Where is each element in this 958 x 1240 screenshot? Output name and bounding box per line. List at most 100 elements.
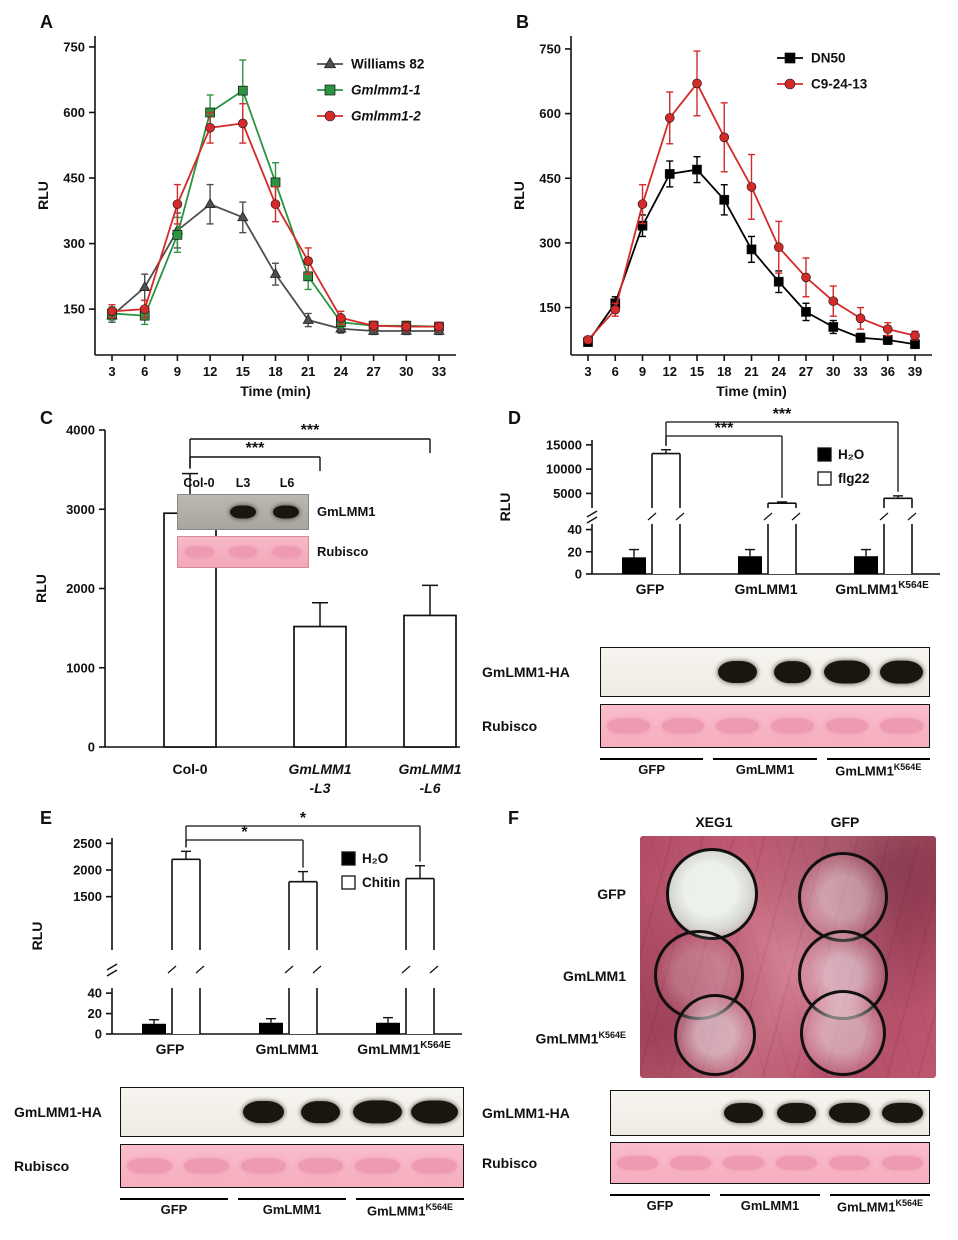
protein-band [661,718,705,734]
svg-text:3: 3 [108,364,115,379]
svg-text:36: 36 [881,364,895,379]
svg-text:20: 20 [568,544,582,559]
photo-row-label: GmLMM1 [563,968,626,984]
photo-row-label: GFP [597,886,626,902]
protein-band [412,1158,457,1174]
svg-text:Chitin: Chitin [362,875,400,890]
svg-text:21: 21 [301,364,315,379]
svg-text:GFP: GFP [156,1041,185,1057]
blot-label-gmlmm1-ha: GmLMM1-HA [482,664,570,680]
protein-band [127,1158,172,1174]
svg-text:2000: 2000 [73,863,102,878]
svg-text:300: 300 [63,236,85,251]
panel-d-broken-bar-chart: 0 20 40 5000 10000 15000 RLU GFP GmLMM1 GmLMM1K56… [497,406,940,597]
svg-text:450: 450 [539,171,561,186]
lane-labels: GFP GmLMM1 GmLMM1K564E [120,1198,464,1218]
svg-text:***: *** [301,422,320,439]
svg-text:H₂O: H₂O [838,447,864,462]
protein-band [828,1156,871,1170]
svg-text:5000: 5000 [553,486,582,501]
significance: *** *** [189,422,431,471]
axes: 0 20 40 1500 2000 2500 RLU [29,836,462,1042]
svg-text:3: 3 [584,364,591,379]
panel-f: F XEG1 GFP GFP GmLMM1 GmLMM1K564E GmLMM1-H… [480,802,952,1240]
photo-col-label-gfp: GFP [830,814,860,830]
lane-group-label: GmLMM1 [238,1198,346,1218]
inset-blot-rubisco [177,536,309,568]
protein-band [228,546,258,558]
svg-text:27: 27 [799,364,813,379]
significance: *** *** [665,406,899,498]
svg-text:750: 750 [539,41,561,56]
blot-row-gmlmm1-ha: GmLMM1-HA [480,647,952,697]
blot-label-gmlmm1-ha: GmLMM1-HA [14,1104,102,1120]
svg-text:15: 15 [236,364,250,379]
protein-band [352,1100,403,1124]
inset-blot-gmlmm1 [177,494,309,530]
svg-text:24: 24 [772,364,787,379]
svg-text:*: * [241,824,248,841]
panel-a-label: A [40,12,53,32]
rubisco-stain [120,1144,464,1188]
blot-row-rubisco: Rubisco [480,1142,952,1184]
svg-text:4000: 4000 [66,423,95,438]
infiltration-spot-gfp-gfp [798,852,888,942]
series-Gmlmm1-2 [107,103,444,332]
lane-group-label: GmLMM1K564E [356,1198,464,1218]
legend: Williams 82 Gmlmm1-1 Gmlmm1-2 [317,57,424,124]
svg-text:GmLMM1K564E: GmLMM1K564E [357,1040,451,1057]
lane-group-label: GmLMM1 [720,1194,820,1214]
svg-text:GFP: GFP [636,581,665,597]
svg-text:***: *** [715,420,734,437]
svg-text:20: 20 [88,1006,102,1021]
svg-text:Gmlmm1-1: Gmlmm1-1 [351,83,421,98]
inset-row-label-rubisco: Rubisco [317,544,369,559]
svg-text:flg22: flg22 [838,471,870,486]
protein-band [771,718,814,734]
svg-text:6: 6 [141,364,148,379]
lane-group-label: GFP [610,1194,710,1214]
rubisco-stain [610,1142,930,1184]
svg-text:10000: 10000 [546,462,582,477]
protein-band [882,1102,923,1124]
inset-lane-label-l6: L6 [279,476,295,490]
protein-band [881,1156,924,1170]
blot-label-rubisco: Rubisco [14,1158,70,1174]
svg-text:33: 33 [853,364,867,379]
protein-band [773,661,812,683]
svg-text:9: 9 [639,364,646,379]
svg-text:RLU: RLU [35,181,51,210]
blot-row-rubisco: Rubisco [12,1144,470,1188]
svg-text:GmLMM1: GmLMM1 [256,1041,319,1057]
protein-band [775,1156,818,1170]
inset-lane-label-l3: L3 [235,476,251,490]
blot-label-rubisco: Rubisco [482,718,538,734]
svg-text:39: 39 [908,364,922,379]
protein-band [230,505,256,519]
photo-col-label-xeg1: XEG1 [695,814,733,830]
western-blot-gmlmm1-ha [610,1090,930,1136]
series-C9-24-13 [583,50,920,345]
protein-band [241,1158,286,1174]
western-blot-gmlmm1-ha [600,647,930,697]
photo-row-labels: GFP GmLMM1 GmLMM1K564E [480,802,634,1240]
protein-band [410,1100,459,1124]
svg-text:12: 12 [663,364,677,379]
inset-lane-label-col0: Col-0 [183,476,215,490]
axes: 0 20 40 5000 10000 15000 RLU [497,437,940,582]
svg-text:0: 0 [575,567,582,582]
infiltration-spot-gmlmm1k564e-gfp [800,990,886,1076]
panel-c: C 0 1000 2000 3000 4000 RLU Col-0 GmLMM1 -L3 GmLM… [12,402,470,802]
blot-row-gmlmm1-ha: GmLMM1-HA [480,1090,952,1136]
svg-text:9: 9 [174,364,181,379]
legend: DN50 C9-24-13 [777,51,868,92]
svg-text:24: 24 [334,364,349,379]
svg-text:-L3: -L3 [310,780,331,796]
svg-text:Time (min): Time (min) [716,383,787,399]
svg-text:18: 18 [717,364,731,379]
svg-text:6: 6 [612,364,619,379]
axes: 0 1000 2000 3000 4000 RLU [33,423,460,755]
svg-text:1000: 1000 [66,660,95,675]
protein-band [824,660,870,684]
